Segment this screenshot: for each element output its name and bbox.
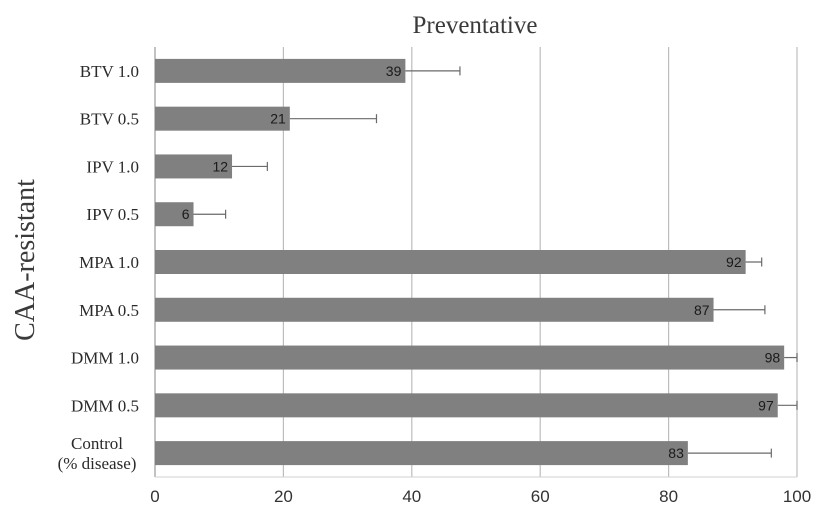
data-label: 6: [182, 206, 190, 222]
bar: [155, 441, 688, 466]
y-axis-title: CAA-resistant: [10, 179, 41, 341]
category-label-line: (% disease): [58, 454, 137, 473]
bar: [155, 202, 194, 227]
data-label: 87: [694, 302, 710, 318]
x-tick-label: 20: [274, 487, 293, 506]
bar: [155, 393, 778, 418]
data-label: 98: [765, 350, 781, 366]
category-label: BTV 1.0: [80, 62, 139, 81]
bar: [155, 106, 290, 131]
x-tick-labels: 0 20 40 60 80 100: [150, 487, 811, 506]
category-label: DMM 0.5: [71, 396, 139, 415]
category-label: IPV 1.0: [86, 157, 139, 176]
x-tick-label: 100: [783, 487, 811, 506]
data-labels: 39 21 12 6 92 87 98 97 83: [182, 63, 781, 461]
data-label: 97: [758, 397, 774, 413]
category-label: IPV 0.5: [86, 205, 139, 224]
bar: [155, 345, 785, 370]
bar: [155, 154, 233, 179]
data-label: 12: [212, 158, 228, 174]
category-label: MPA 1.0: [79, 253, 139, 272]
bars: [155, 58, 785, 466]
x-tick-label: 80: [659, 487, 678, 506]
data-label: 92: [726, 254, 742, 270]
category-label: MPA 0.5: [79, 301, 139, 320]
data-label: 83: [668, 445, 684, 461]
category-label: Control (% disease): [58, 434, 137, 473]
x-tick-label: 40: [402, 487, 421, 506]
category-label-line: Control: [71, 434, 123, 453]
x-tick-label: 0: [150, 487, 159, 506]
category-label: BTV 0.5: [80, 110, 139, 129]
bar: [155, 58, 406, 83]
data-label: 39: [386, 63, 402, 79]
category-label: DMM 1.0: [71, 349, 139, 368]
error-bars: [193, 66, 798, 458]
bar: [155, 250, 746, 274]
x-tick-label: 60: [531, 487, 550, 506]
chart-title: Preventative: [413, 12, 538, 39]
bar: [155, 297, 714, 322]
category-labels: BTV 1.0 BTV 0.5 IPV 1.0 IPV 0.5 MPA 1.0 MPA 0…: [58, 62, 139, 473]
data-label: 21: [270, 111, 286, 127]
